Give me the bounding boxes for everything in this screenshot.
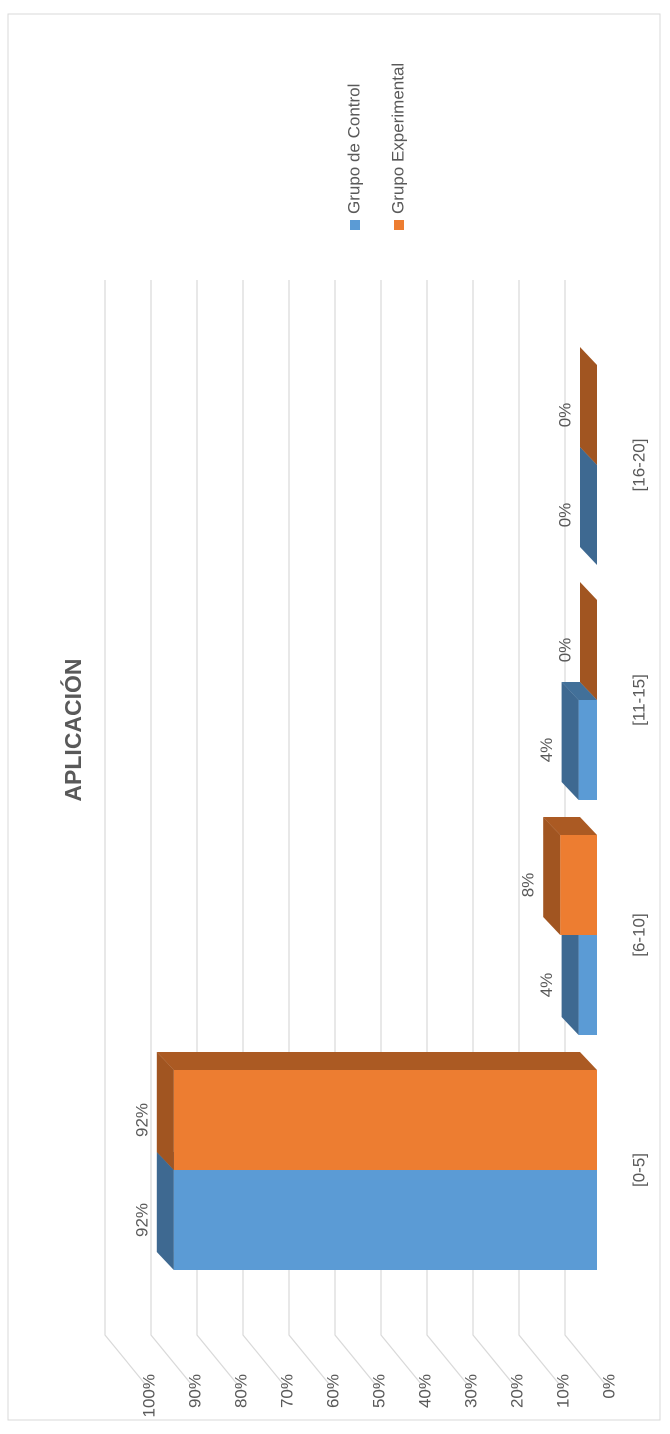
- y-tick-label: 70%: [277, 1374, 296, 1408]
- grid-line: [564, 280, 611, 1391]
- bar-top: [543, 817, 561, 935]
- bar-top: [580, 447, 597, 565]
- y-tick-label: 90%: [185, 1374, 204, 1408]
- bar-top: [156, 1052, 174, 1170]
- grid-line: [150, 280, 197, 1391]
- y-tick-label: 50%: [369, 1374, 388, 1408]
- chart-title: APLICACIÓN: [59, 658, 86, 801]
- legend-swatch: [394, 220, 404, 230]
- grid-line: [426, 280, 473, 1391]
- legend-label: Grupo Experimental: [388, 63, 407, 214]
- bar-top: [580, 582, 597, 700]
- bar: [560, 835, 598, 935]
- bar-top: [561, 682, 579, 800]
- grid-line: [242, 280, 289, 1391]
- grid-line: [288, 280, 335, 1391]
- y-tick-label: 40%: [415, 1374, 434, 1408]
- bar: [173, 1170, 598, 1270]
- grid-line: [380, 280, 427, 1391]
- x-tick-label: [11-15]: [629, 674, 648, 726]
- data-label: 0%: [555, 638, 574, 663]
- data-label: 0%: [555, 503, 574, 528]
- x-tick-label: [6-10]: [629, 913, 648, 956]
- y-tick-label: 30%: [461, 1374, 480, 1408]
- y-tick-label: 80%: [231, 1374, 250, 1408]
- bar-side: [561, 682, 597, 700]
- grid-line: [334, 280, 381, 1391]
- y-tick-label: 60%: [323, 1374, 342, 1408]
- data-label: 4%: [537, 973, 556, 998]
- bar-top: [580, 347, 597, 465]
- legend-label: Grupo de Control: [344, 84, 363, 214]
- bar-side: [543, 817, 597, 835]
- y-tick-label: 0%: [599, 1374, 618, 1399]
- data-label: 4%: [537, 738, 556, 763]
- bar-top: [156, 1152, 174, 1270]
- bar: [578, 700, 597, 800]
- y-tick-label: 100%: [139, 1374, 158, 1417]
- bar: [173, 1070, 598, 1170]
- data-label: 8%: [519, 873, 538, 898]
- data-label: 92%: [132, 1203, 151, 1237]
- data-label: 92%: [132, 1103, 151, 1137]
- grid-line: [472, 280, 519, 1391]
- y-tick-label: 10%: [553, 1374, 572, 1408]
- data-label: 0%: [555, 403, 574, 428]
- grid-line: [518, 280, 565, 1391]
- grid-line: [104, 280, 151, 1391]
- rotated-chart: APLICACIÓN 0% 10% 20% 30% 40% 50% 60% 70% 80% 90%…: [7, 13, 661, 1421]
- bar-top: [561, 917, 579, 1035]
- legend-swatch: [350, 220, 360, 230]
- bar: [578, 935, 597, 1035]
- x-tick-label: [16-20]: [629, 439, 648, 492]
- grid-line: [196, 280, 243, 1391]
- y-tick-label: 20%: [507, 1374, 526, 1408]
- bar-side: [156, 1052, 597, 1070]
- x-tick-label: [0-5]: [629, 1153, 648, 1187]
